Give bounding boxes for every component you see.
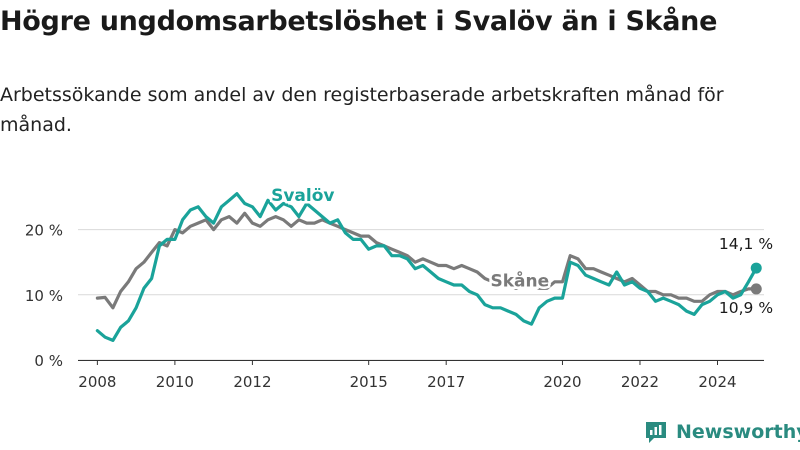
series-label-svalov: Svalöv [271,186,334,206]
x-tick-label: 2024 [698,373,736,391]
brand-name: Newsworthy [676,421,800,443]
series-endpoint [750,262,762,274]
series-lines [95,192,762,342]
x-tick-label: 2015 [350,373,388,391]
y-tick-label: 10 % [25,287,63,305]
series-line-svalov [95,192,758,342]
series-label-skane: Skåne [491,269,550,291]
x-tick-label: 2008 [78,373,116,391]
x-tick-label: 2012 [233,373,271,391]
series-line-skane [95,211,758,310]
line-chart: 0 % 10 % 20 % 2008 2010 2012 2015 2017 2020 2022… [24,183,775,391]
newsworthy-logo[interactable]: Newsworthy [644,420,800,444]
end-value-skane: 10,9 % [719,299,773,317]
labels: Skåne Svalöv 14,1 % 10,9 % [269,183,775,319]
x-tick-label: 2017 [427,373,465,391]
x-tick-label: 2010 [156,373,194,391]
y-tick-label: 20 % [25,222,63,240]
x-tick-label: 2020 [543,373,581,391]
x-tick-label: 2022 [621,373,659,391]
y-tick-label: 0 % [34,352,63,370]
newsworthy-logo-icon [646,422,666,443]
x-axis: 2008 2010 2012 2015 2017 2020 2022 2024 [78,360,764,391]
chart-subtitle: Arbetssökande som andel av den registerb… [0,84,724,136]
end-value-svalov: 14,1 % [719,235,773,253]
chart-title: Högre ungdomsarbetslöshet i Svalöv än i … [0,6,718,37]
series-endpoint [750,283,762,295]
